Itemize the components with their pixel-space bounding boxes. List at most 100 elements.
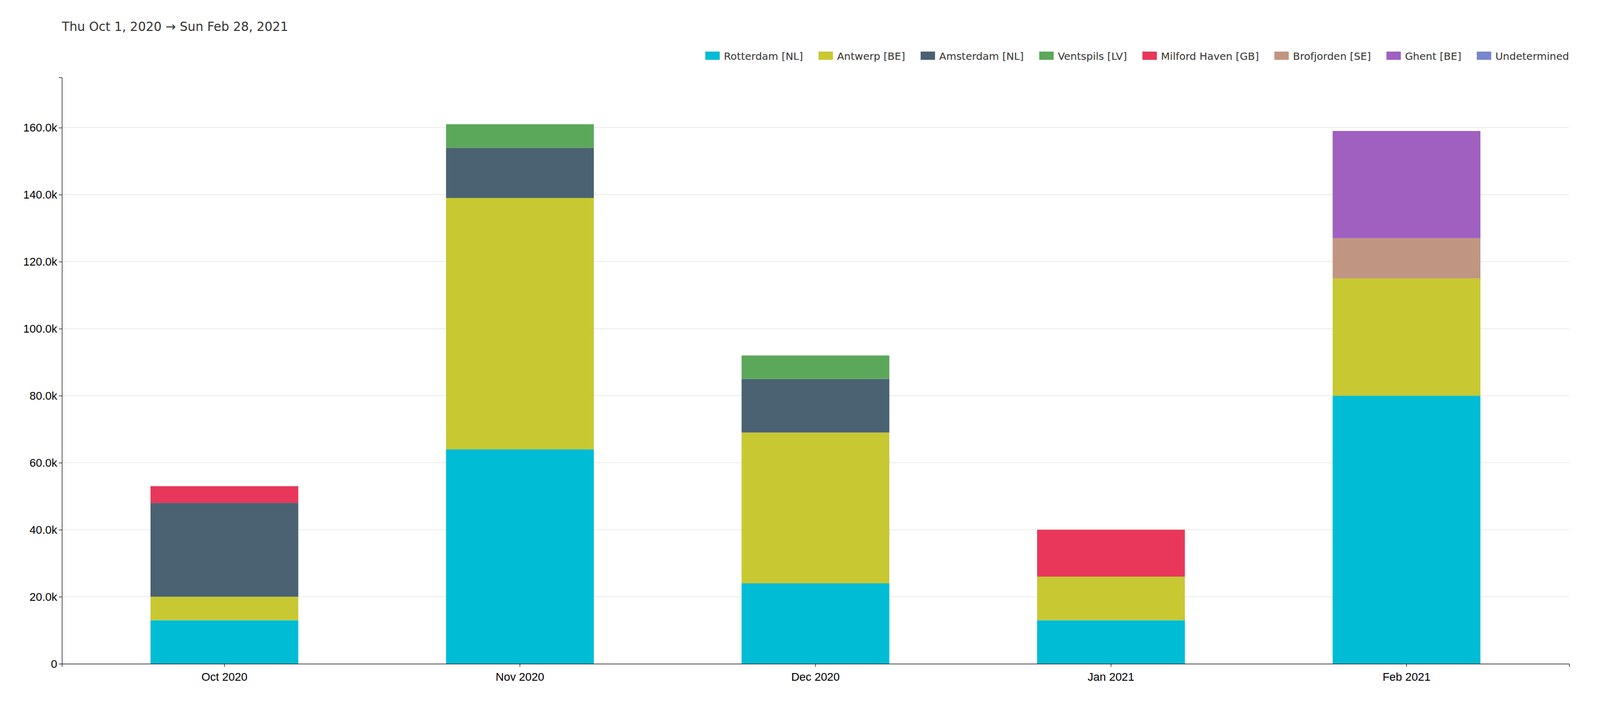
bar [445, 123, 594, 125]
bar [741, 355, 890, 356]
bar [1332, 130, 1481, 131]
bar [150, 502, 299, 597]
legend-item: Amsterdam [NL] [920, 50, 1024, 63]
plot: Oct 2020 Nov 2020 Dec 2020 Jan 2021 Feb 2021… [23, 77, 1570, 684]
bar [445, 123, 594, 125]
legend-swatch [1476, 51, 1492, 60]
bar [1037, 576, 1186, 620]
y-axis-line [58, 77, 63, 664]
y-tick-label: 0 [51, 657, 58, 671]
legend-label: Antwerp [BE] [837, 50, 906, 63]
x-tick: Nov 2020 [495, 663, 545, 683]
y-tick-mark [58, 596, 62, 597]
y-tick-mark [58, 395, 62, 396]
series [150, 486, 1186, 577]
bar [1332, 238, 1481, 279]
y-tick-mark [58, 529, 62, 530]
bar [445, 123, 594, 125]
series [1332, 238, 1481, 279]
x-tick-label: Feb 2021 [1382, 670, 1431, 683]
y-tick-label: 80.0k [29, 389, 58, 403]
y-tick-mark [58, 127, 62, 128]
x-tick-mark [815, 663, 816, 667]
bar [1332, 130, 1481, 239]
legend-swatch [1142, 51, 1157, 60]
x-tick-mark [1406, 663, 1407, 667]
bar [1332, 395, 1481, 664]
y-tick: 100.0k [23, 322, 62, 336]
legend-swatch [1039, 51, 1054, 60]
legend-item: Ghent [BE] [1386, 50, 1462, 63]
bar [1332, 278, 1481, 396]
bar [150, 596, 299, 620]
legend-label: Rotterdam [NL] [723, 50, 804, 63]
bar [741, 582, 890, 664]
legend-swatch [1386, 51, 1402, 60]
bar [445, 124, 594, 148]
y-tick-label: 120.0k [23, 255, 58, 269]
y-tick-label: 140.0k [23, 188, 58, 202]
bar [741, 355, 890, 356]
legend-item: Antwerp [BE] [818, 50, 906, 63]
legend-item: Undetermined [1476, 50, 1570, 63]
legend-item: Ventspils [LV] [1039, 50, 1127, 63]
x-tick-label: Jan 2021 [1087, 670, 1135, 683]
y-tick-label: 100.0k [23, 322, 58, 336]
legend-swatch [705, 51, 720, 60]
legend-label: Amsterdam [NL] [939, 50, 1024, 63]
legend-label: Milford Haven [GB] [1160, 50, 1259, 63]
bars [150, 124, 1481, 664]
y-tick: 160.0k [23, 121, 62, 135]
x-tick-mark [1110, 663, 1112, 667]
bar [445, 197, 594, 449]
bar [445, 448, 594, 664]
series [150, 147, 890, 597]
bar [150, 486, 299, 503]
y-tick: 120.0k [23, 255, 62, 269]
legend-label: Undetermined [1495, 50, 1570, 63]
legend-label: Ventspils [LV] [1057, 50, 1127, 63]
x-axis-line [62, 663, 1570, 668]
y-tick-label: 60.0k [29, 456, 58, 470]
y-tick-mark [58, 462, 62, 463]
x-tick: Jan 2021 [1087, 663, 1135, 683]
legend-label: Ghent [BE] [1405, 50, 1462, 63]
y-tick-label: 20.0k [29, 590, 58, 604]
bar [1037, 529, 1186, 530]
y-tick: 20.0k [29, 590, 62, 604]
subtitle: Thu Oct 1, 2020 → Sun Feb 28, 2021 [61, 19, 289, 35]
bar [445, 147, 594, 198]
bar [150, 485, 299, 487]
y-tick: 40.0k [29, 523, 62, 537]
series [445, 124, 890, 379]
x-tick: Oct 2020 [201, 663, 248, 683]
x-tick-label: Dec 2020 [791, 670, 840, 683]
legend-item: Brofjorden [SE] [1274, 50, 1371, 63]
y-tick-mark [58, 194, 62, 195]
legend: Rotterdam [NL] Antwerp [BE] Amsterdam [NL]… [705, 50, 1570, 63]
legend-swatch [920, 51, 936, 60]
y-tick: 60.0k [29, 456, 62, 470]
y-axis: 0 20.0k 40.0k 60.0k 80.0k 100.0k 120.0k 140.0k 1… [23, 77, 63, 671]
bar [1037, 529, 1186, 530]
chart: Oct 2020 Nov 2020 Dec 2020 Jan 2021 Feb 2021… [0, 0, 1600, 705]
y-tick-label: 160.0k [23, 121, 58, 135]
legend-item: Rotterdam [NL] [705, 50, 804, 63]
x-tick-mark [519, 663, 521, 667]
y-tick-label: 40.0k [29, 523, 58, 537]
bar [150, 485, 299, 487]
x-axis: Oct 2020 Nov 2020 Dec 2020 Jan 2021 Feb 2021 [62, 663, 1570, 683]
bar [445, 123, 594, 125]
legend-item: Milford Haven [GB] [1142, 50, 1259, 63]
bar [1037, 529, 1186, 530]
series [150, 395, 1481, 664]
legend-label: Brofjorden [SE] [1292, 50, 1371, 63]
y-tick-mark [58, 261, 62, 262]
legend-swatch [1274, 51, 1289, 60]
bar [150, 620, 299, 664]
y-tick-mark [58, 663, 62, 664]
y-tick: 80.0k [29, 389, 62, 403]
y-tick-mark [58, 328, 62, 329]
bar [741, 355, 890, 356]
x-tick-label: Nov 2020 [495, 670, 545, 683]
